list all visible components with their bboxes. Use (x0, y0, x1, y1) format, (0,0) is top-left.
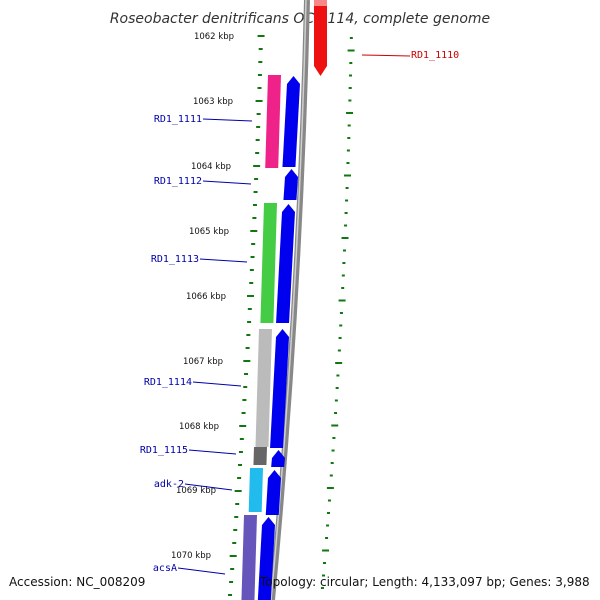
gene-labels: RD1_1110 RD1_1111 RD1_1112 RD1_1113 RD1_1114… (140, 50, 459, 575)
genome-backbone-highlight (270, 0, 307, 600)
gene-label-leader (184, 483, 233, 491)
kbp-label: 1064 kbp (191, 162, 231, 172)
kbp-label: 1065 kbp (189, 227, 229, 237)
gene-label-leader (202, 180, 252, 185)
kbp-label: 1070 kbp (171, 551, 211, 561)
forward-cds-arrow-gap (314, 0, 327, 6)
gene-label-leader (199, 258, 248, 263)
gene-bar-acsA (241, 515, 257, 600)
cds-arrow (271, 450, 285, 467)
kbp-label: 1063 kbp (193, 97, 233, 107)
gene-label-leader (192, 381, 242, 387)
gene-bar-RD1_1115 (253, 447, 267, 465)
forward-cds-track (314, 0, 327, 76)
outer-tick-track (320, 37, 355, 589)
inner-tick-track (228, 35, 265, 596)
gene-label-RD1_1110[interactable]: RD1_1110 (411, 50, 459, 61)
gene-label-leader (202, 118, 253, 122)
gene-label-adk-2[interactable]: adk-2 (154, 479, 184, 490)
kbp-scale: 1062 kbp 1063 kbp 1064 kbp 1065 kbp 1066 kbp… (171, 32, 234, 561)
gene-label-RD1_1112[interactable]: RD1_1112 (154, 176, 202, 187)
cds-arrow (276, 204, 295, 323)
gene-label-leader (361, 54, 411, 57)
accession-text: Accession: NC_008209 (9, 575, 145, 589)
map-title: Roseobacter denitrificans OCh 114, compl… (110, 11, 490, 27)
gene-label-acsA[interactable]: acsA (153, 563, 177, 574)
gene-bar-adk-2 (248, 468, 263, 512)
gene-bars (241, 75, 281, 600)
gene-bar-RD1_1113 (260, 203, 277, 323)
cds-arrow (257, 517, 275, 600)
cds-arrow (282, 76, 300, 167)
gene-label-leader (188, 449, 237, 455)
cds-arrow (283, 169, 298, 200)
cds-arrow (270, 329, 289, 448)
gene-label-RD1_1113[interactable]: RD1_1113 (151, 254, 199, 265)
kbp-label: 1069 kbp (176, 486, 216, 496)
kbp-label: 1062 kbp (194, 32, 234, 42)
cds-arrow-track (257, 76, 300, 600)
kbp-label: 1067 kbp (183, 357, 223, 367)
gene-label-RD1_1115[interactable]: RD1_1115 (140, 445, 188, 456)
forward-cds-arrow (314, 0, 327, 76)
kbp-label: 1068 kbp (179, 422, 219, 432)
gene-label-RD1_1111[interactable]: RD1_1111 (154, 114, 202, 125)
topology-text: Topology: circular; Length: 4,133,097 bp… (259, 575, 590, 589)
gene-bar-RD1_1111 (265, 75, 281, 168)
gene-label-RD1_1114[interactable]: RD1_1114 (144, 377, 192, 388)
cds-arrow (265, 470, 281, 515)
genome-backbone (269, 0, 310, 600)
gene-bar-RD1_1114 (255, 329, 272, 447)
kbp-label: 1066 kbp (186, 292, 226, 302)
gene-label-leader (177, 567, 226, 575)
